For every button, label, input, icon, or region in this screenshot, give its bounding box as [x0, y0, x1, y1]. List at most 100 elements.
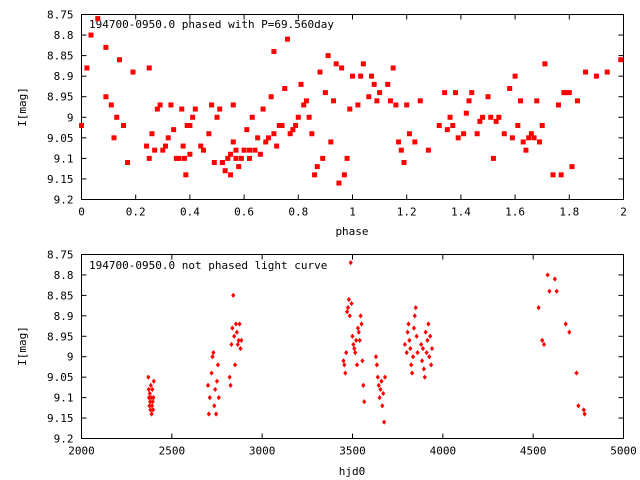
data-point	[209, 370, 214, 376]
x-tick-label: 1.2	[397, 206, 417, 219]
data-point	[422, 374, 427, 380]
data-point	[447, 114, 453, 120]
data-point	[396, 139, 402, 145]
x-tick-label: 1.4	[451, 206, 471, 219]
data-point	[581, 407, 586, 413]
y-tick-label: 9	[67, 351, 74, 364]
data-point	[496, 114, 502, 120]
y-tick-label: 9.2	[54, 194, 74, 207]
data-point	[255, 135, 261, 141]
data-point	[490, 155, 496, 161]
data-point	[374, 98, 380, 104]
data-point	[287, 131, 293, 137]
data-point	[341, 172, 347, 178]
data-point	[328, 139, 334, 145]
data-point	[263, 139, 269, 145]
data-point	[378, 386, 383, 393]
data-point	[540, 337, 545, 343]
data-point	[563, 321, 568, 327]
data-point	[230, 139, 236, 145]
data-point	[237, 321, 242, 327]
data-point	[442, 90, 448, 96]
data-point	[233, 321, 239, 327]
data-point	[371, 81, 377, 87]
data-point	[276, 123, 282, 128]
data-points	[146, 260, 587, 425]
data-point	[360, 61, 366, 67]
data-point	[574, 98, 580, 104]
data-point	[241, 147, 247, 153]
data-point	[541, 341, 547, 348]
data-point	[238, 345, 243, 352]
data-point	[375, 374, 380, 380]
data-point	[232, 362, 238, 368]
y-tick-label: 8.8	[54, 29, 74, 42]
y-tick-label: 9.05	[47, 132, 74, 145]
data-point	[463, 110, 469, 116]
data-point	[171, 127, 177, 133]
data-point	[331, 98, 337, 104]
data-point	[149, 403, 155, 409]
data-point	[180, 143, 186, 149]
data-point	[151, 378, 156, 384]
data-point	[252, 147, 258, 153]
data-point	[552, 276, 557, 282]
data-point	[618, 57, 624, 63]
data-point	[354, 337, 359, 343]
data-point	[561, 90, 567, 96]
data-point	[485, 94, 491, 100]
data-point	[501, 131, 507, 137]
x-tick-label: 5000	[610, 445, 637, 458]
data-point	[116, 57, 122, 63]
data-point	[406, 321, 411, 327]
data-point	[390, 65, 396, 71]
data-point	[376, 382, 381, 388]
data-point	[227, 374, 232, 380]
data-point	[231, 292, 236, 298]
data-point	[360, 358, 365, 364]
data-point	[216, 395, 221, 401]
data-point	[247, 147, 253, 153]
data-point	[146, 386, 151, 393]
data-point	[582, 411, 587, 417]
data-point	[146, 65, 152, 71]
data-point	[165, 135, 171, 141]
y-tick-label: 9.2	[54, 433, 74, 446]
data-point	[154, 106, 160, 112]
data-point	[190, 114, 196, 120]
data-point	[229, 341, 234, 348]
data-point	[382, 374, 388, 380]
data-point	[95, 16, 101, 22]
data-point	[217, 106, 223, 112]
data-point	[362, 399, 367, 405]
data-point	[268, 94, 274, 100]
data-point	[554, 288, 559, 294]
data-point	[149, 395, 154, 401]
data-point	[385, 81, 391, 87]
data-point	[356, 329, 361, 335]
data-point	[225, 155, 231, 161]
data-point	[604, 69, 610, 75]
x-tick-label: 0.4	[180, 206, 200, 219]
y-tick-label: 8.8	[54, 269, 74, 282]
y-axis-title: I[mag]	[16, 87, 29, 127]
data-point	[341, 358, 346, 364]
y-tick-label: 9.15	[47, 173, 74, 186]
data-point	[415, 350, 420, 356]
data-point	[350, 333, 355, 339]
data-point	[211, 160, 217, 165]
y-tick-label: 8.95	[47, 330, 74, 343]
data-point	[336, 180, 342, 186]
data-point	[359, 321, 364, 327]
data-point	[488, 114, 494, 120]
data-point	[493, 118, 499, 124]
y-tick-label: 9.1	[54, 152, 74, 165]
data-point	[420, 345, 426, 352]
data-point	[358, 73, 364, 79]
data-point	[574, 370, 579, 376]
data-point	[322, 90, 328, 96]
data-point	[450, 123, 456, 128]
data-point	[187, 151, 193, 157]
data-point	[353, 350, 358, 356]
